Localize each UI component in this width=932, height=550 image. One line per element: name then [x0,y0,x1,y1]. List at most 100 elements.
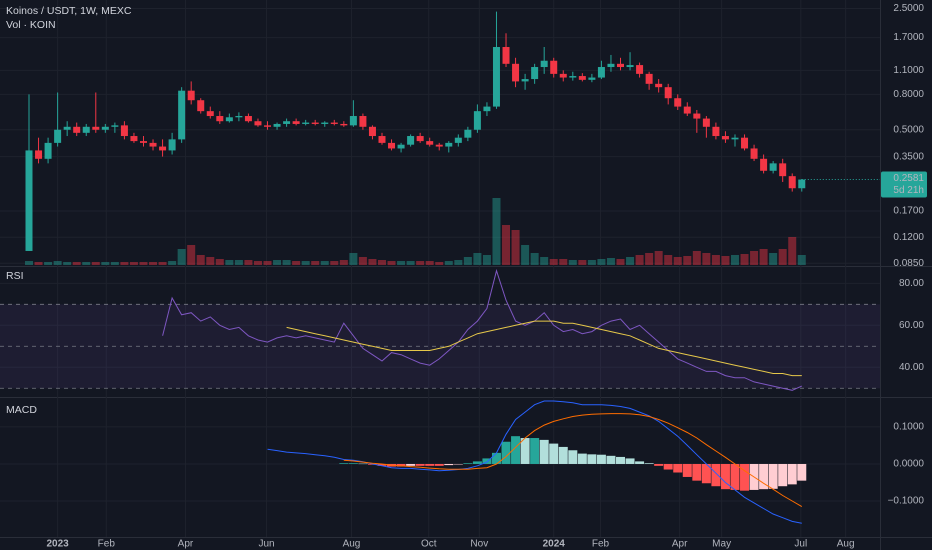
histogram-bar [549,443,559,464]
candle-body [111,125,119,127]
volume-bar [578,260,587,265]
y-tick-label: 0.1200 [893,232,924,243]
macd-title: MACD [6,404,37,416]
candle-body [149,142,157,147]
candle-body [588,77,596,80]
candle-body [655,83,663,88]
y-tick-label: 0.3500 [893,151,924,162]
candle-body [407,136,415,145]
histogram-bar [406,463,416,466]
histogram-bar [396,463,406,467]
candle-body [741,137,749,149]
candle-body [130,136,138,142]
candle-body [607,63,615,68]
candle-body [187,90,195,101]
volume-bar [587,260,596,265]
candle-body [731,137,739,140]
volume-bar [301,261,310,265]
candle-body [216,116,224,122]
candle-body [206,111,214,117]
histogram-bar [759,463,769,490]
candle-body [54,129,62,143]
indicator-line [343,413,803,508]
candle-body [597,67,605,78]
candle-body [760,158,768,171]
volume-bar [425,261,434,265]
candle-body [273,123,281,127]
candle-body [721,136,729,140]
volume-bar [549,259,558,265]
volume-bar [788,237,797,265]
histogram-bar [663,463,673,470]
candle-body [388,142,396,149]
histogram-bar [635,461,645,464]
candle-body [349,116,357,126]
x-tick-label: Feb [98,539,116,550]
histogram-bar [701,463,711,484]
volume-bar [616,259,625,265]
candle-body [92,126,100,130]
volume-bar [730,255,739,265]
y-tick-label: −0.1000 [888,496,925,507]
volume-bar [368,259,377,265]
histogram-bar [596,454,606,464]
histogram-bar [616,456,626,464]
candle-body [473,111,481,130]
candle-body [521,79,529,82]
x-tick-label: 2024 [543,539,566,550]
chart-title: Koinos / USDT, 1W, MEXC [6,5,132,17]
histogram-bar [530,438,540,464]
volume-bar [91,262,100,265]
y-tick-label: 1.7000 [893,32,924,43]
y-tick-label: 0.1700 [893,206,924,217]
candle-body [426,141,434,145]
candle-body [168,139,176,151]
volume-title: Vol · KOIN [6,19,56,31]
volume-bar [339,260,348,265]
histogram-bar [606,455,616,464]
candle-body [35,150,43,159]
x-tick-label: Aug [837,539,855,550]
volume-bar [292,261,301,265]
histogram-bar [740,463,750,491]
x-tick-label: Apr [178,539,194,550]
volume-bar [120,262,129,265]
candle-body [464,129,472,138]
candle-body [636,65,644,74]
volume-bar [63,262,72,265]
x-tick-label: Jun [258,539,274,550]
volume-bar [244,260,253,265]
volume-bar [683,256,692,265]
volume-bar [444,261,453,265]
candle-body [378,136,386,143]
volume-bar [778,249,787,265]
volume-bar [320,261,329,265]
histogram-bar [797,463,807,481]
volume-bar [463,257,472,265]
candle-body [492,47,500,107]
histogram-bar [720,463,730,490]
candle-body [44,142,52,159]
volume-bar [721,256,730,265]
volume-bar [540,257,549,265]
candle-body [750,148,758,159]
y-tick-label: 0.5000 [893,124,924,135]
histogram-bar [644,463,654,464]
candle-body [139,141,147,143]
volume-bar [349,253,358,265]
candle-body [483,106,491,112]
histogram-bar [453,463,463,465]
histogram-bar [511,436,521,464]
volume-bar [521,245,530,265]
histogram-bar [472,461,482,464]
candle-body [25,150,33,251]
volume-bar [502,225,511,265]
histogram-bar [692,463,702,481]
indicator-line [162,268,803,391]
candle-body [559,73,567,78]
volume-bar [711,255,720,265]
histogram-bar [587,454,597,464]
candle-body [645,73,653,84]
volume-bar [511,230,520,265]
